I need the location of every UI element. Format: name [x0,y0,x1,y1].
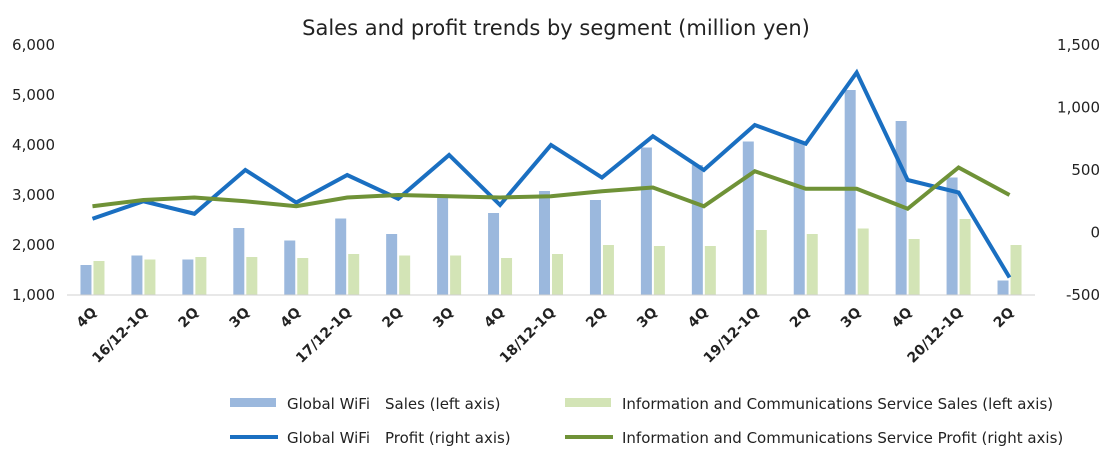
legend-label: Information and Communications Service S… [622,395,1053,413]
left-tick-label: 4,000 [12,136,55,154]
bar-global-wifi-sales [437,195,449,295]
legend-swatch [230,398,276,407]
x-tick-label: 4Q [74,304,101,331]
bar-ics-sales [246,257,258,295]
bar-ics-sales [806,234,818,295]
bar-ics-sales [552,254,563,295]
right-tick-label: -500 [1066,286,1100,304]
bar-ics-sales [959,219,971,295]
legend-label: Global WiFi Profit (right axis) [287,429,511,447]
x-tick-label: 4Q [481,304,508,331]
bar-global-wifi-sales [386,234,398,295]
bar-ics-sales [1010,245,1022,295]
x-tick-label: 4Q [277,304,304,331]
bar-global-wifi-sales [691,165,703,295]
right-tick-label: 1,000 [1057,99,1100,117]
bar-ics-sales [653,246,665,295]
right-tick-label: 1,500 [1057,36,1100,54]
x-tick-label: 19/12-1Q [701,304,763,366]
x-tick-label: 17/12-1Q [293,304,355,366]
legend: Global WiFi Sales (left axis) Information… [230,395,1063,447]
bar-ics-sales [755,230,767,295]
x-tick-label: 2Q [787,304,814,331]
bar-global-wifi-sales [80,265,92,295]
legend-label: Information and Communications Service P… [622,429,1063,447]
bar-global-wifi-sales [946,177,958,295]
left-tick-label: 2,000 [12,236,55,254]
bar-ics-sales [399,255,411,295]
bar-global-wifi-sales [335,218,347,295]
bar-ics-sales [704,246,716,295]
x-tick-label: 16/12-1Q [89,304,151,366]
chart-title: Sales and profit trends by segment (mill… [302,16,810,40]
bar-ics-sales [857,228,869,295]
bar-ics-sales [144,259,156,295]
line-group [91,68,1012,279]
bar-global-wifi-sales [742,141,754,295]
x-tick-label: 2Q [379,304,406,331]
bar-ics-sales [348,254,360,295]
x-tick-label: 2Q [583,304,610,331]
x-tick-label: 20/12-1Q [905,304,967,366]
legend-swatch [565,398,611,407]
bar-global-wifi-sales [997,280,1009,295]
bar-ics-sales [602,245,614,295]
bar-global-wifi-sales [539,191,550,295]
left-tick-label: 6,000 [12,36,55,54]
bar-global-wifi-sales [233,228,245,295]
right-tick-label: 500 [1071,161,1100,179]
right-axis: -500 0 500 1,000 1,500 [1057,36,1100,304]
bar-ics-sales [908,239,920,295]
line-ics-profit [92,165,1011,212]
x-tick-label: 18/12-1Q [497,304,559,366]
left-tick-label: 5,000 [12,86,55,104]
bar-global-wifi-sales [284,240,296,295]
bar-ics-sales [501,258,513,295]
x-tick-label: 4Q [889,304,916,331]
line-global-wifi-profit [91,68,1012,279]
x-tick-label: 3Q [838,304,865,331]
x-tick-label: 3Q [227,304,254,331]
bar-ics-sales [297,258,309,295]
bar-global-wifi-sales [182,259,194,295]
x-tick-label: 2Q [991,304,1018,331]
bar-global-wifi-sales [488,213,500,295]
right-tick-label: 0 [1090,224,1100,242]
legend-label: Global WiFi Sales (left axis) [287,395,501,413]
left-axis: 1,000 2,000 3,000 4,000 5,000 6,000 [12,36,55,304]
x-tick-label: 2Q [176,304,203,331]
x-tick-label: 3Q [634,304,661,331]
bar-global-wifi-sales [640,147,652,295]
bar-global-wifi-sales [793,141,805,295]
bar-global-wifi-sales [844,90,856,295]
bar-ics-sales [450,255,462,295]
left-tick-label: 3,000 [12,186,55,204]
x-tick-label: 3Q [430,304,457,331]
bar-ics-sales [195,257,207,295]
bar-global-wifi-sales [131,255,143,295]
bar-global-wifi-sales [589,200,601,295]
bar-ics-sales [93,261,105,295]
left-tick-label: 1,000 [12,286,55,304]
x-tick-label: 4Q [685,304,712,331]
